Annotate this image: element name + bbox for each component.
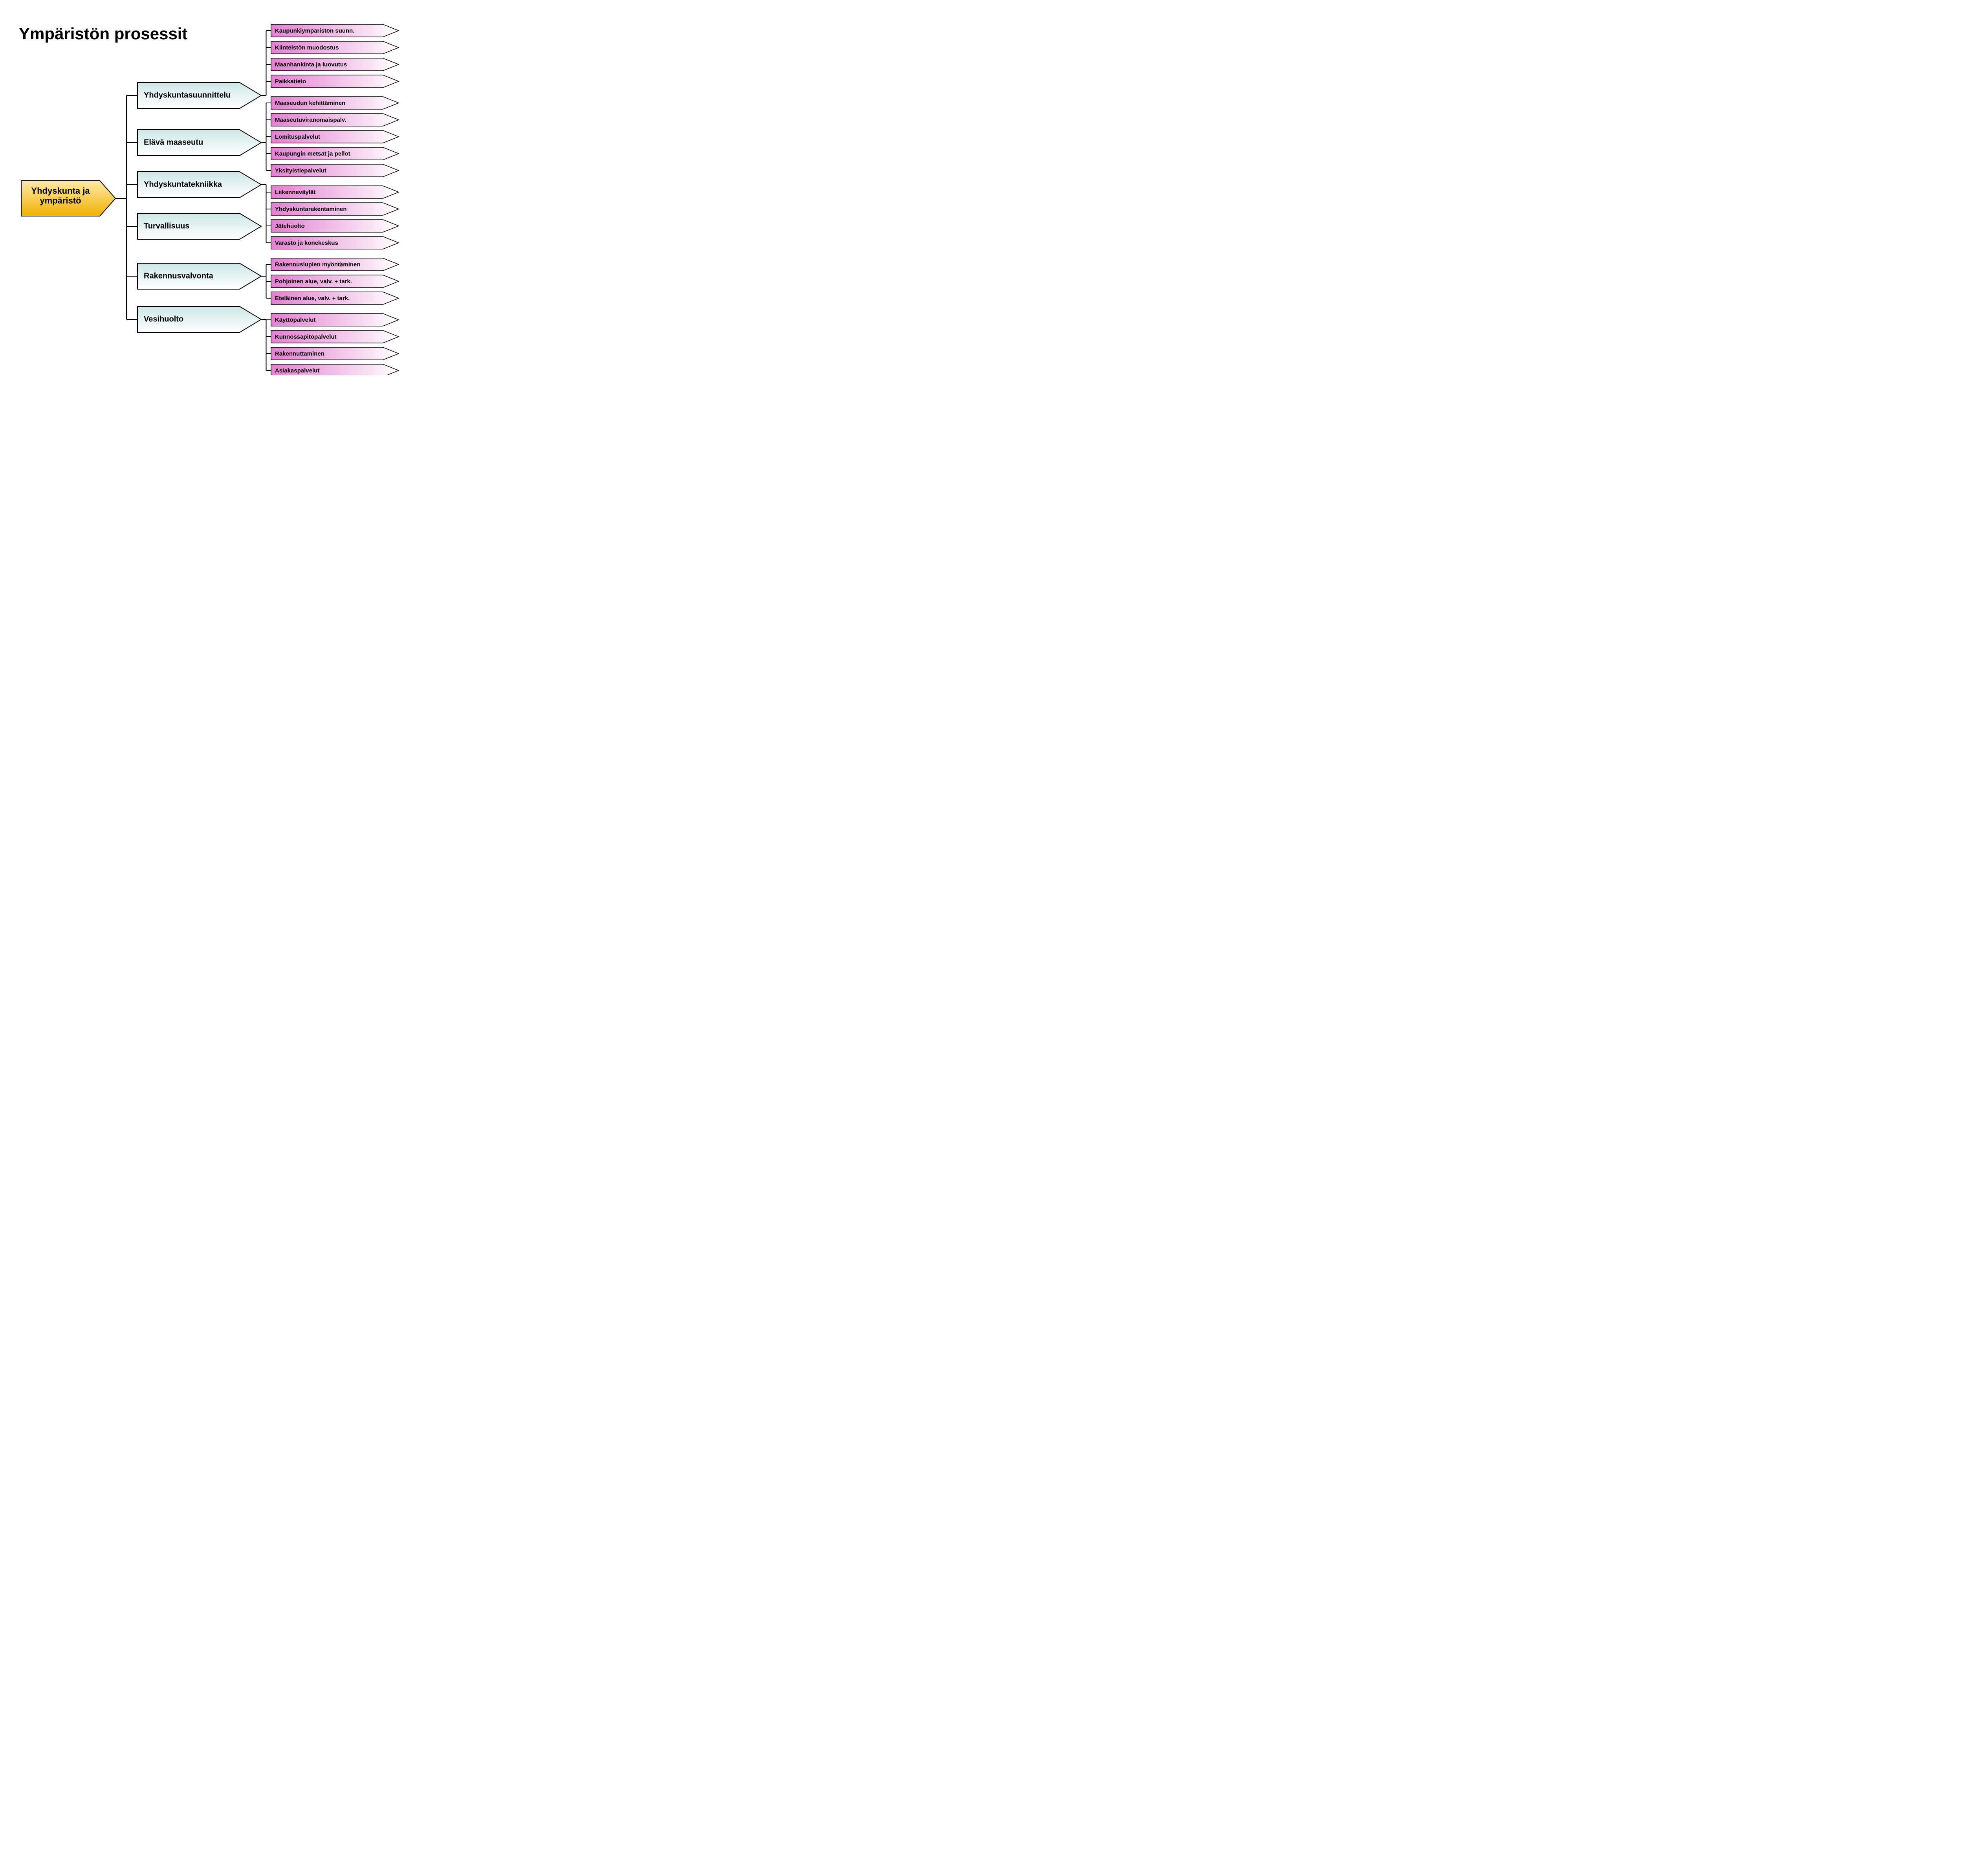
- leaf-label-vesihuolto-0: Käyttöpalvelut: [275, 317, 315, 323]
- leaf-label-yhdyskuntasuunnittelu-2: Maanhankinta ja luovutus: [275, 61, 347, 68]
- leaf-label-elava-maaseutu-0: Maaseudun kehittäminen: [275, 100, 345, 106]
- leaf-label-elava-maaseutu-2: Lomituspalvelut: [275, 134, 320, 140]
- diagram-canvas: Ympäristön prosessitYhdyskunta jaympäris…: [0, 0, 500, 375]
- leaf-label-yhdyskuntatekniikka-3: Varasto ja konekeskus: [275, 240, 338, 246]
- mid-label-elava-maaseutu: Elävä maaseutu: [144, 138, 203, 147]
- leaf-label-yhdyskuntatekniikka-1: Yhdyskuntarakentaminen: [275, 206, 347, 213]
- mid-label-vesihuolto: Vesihuolto: [144, 315, 183, 323]
- mid-label-rakennusvalvonta: Rakennusvalvonta: [144, 271, 214, 280]
- leaf-label-rakennusvalvonta-2: Eteläinen alue, valv. + tark.: [275, 295, 350, 302]
- leaf-label-elava-maaseutu-4: Yksityistiepalvelut: [275, 167, 326, 174]
- leaf-label-yhdyskuntasuunnittelu-0: Kaupunkiympäristön suunn.: [275, 28, 355, 34]
- leaf-label-elava-maaseutu-1: Maaseutuviranomaispalv.: [275, 117, 346, 123]
- leaf-label-vesihuolto-2: Rakennuttaminen: [275, 350, 324, 357]
- leaf-label-yhdyskuntasuunnittelu-3: Paikkatieto: [275, 78, 306, 85]
- leaf-label-rakennusvalvonta-0: Rakennuslupien myöntäminen: [275, 261, 361, 268]
- leaf-label-yhdyskuntasuunnittelu-1: Kiinteistön muodostus: [275, 44, 339, 51]
- leaf-label-vesihuolto-3: Asiakaspalvelut: [275, 367, 319, 374]
- page-title: Ympäristön prosessit: [19, 24, 187, 43]
- leaf-label-yhdyskuntatekniikka-0: Liikenneväylät: [275, 189, 315, 196]
- mid-label-turvallisuus: Turvallisuus: [144, 222, 189, 230]
- leaf-label-elava-maaseutu-3: Kaupungin metsät ja pellot: [275, 150, 350, 157]
- mid-label-yhdyskuntatekniikka: Yhdyskuntatekniikka: [144, 180, 222, 189]
- leaf-label-vesihuolto-1: Kunnossapitopalvelut: [275, 334, 337, 340]
- mid-label-yhdyskuntasuunnittelu: Yhdyskuntasuunnittelu: [144, 91, 231, 99]
- leaf-label-yhdyskuntatekniikka-2: Jätehuolto: [275, 223, 305, 229]
- leaf-label-rakennusvalvonta-1: Pohjoinen alue, valv. + tark.: [275, 278, 352, 285]
